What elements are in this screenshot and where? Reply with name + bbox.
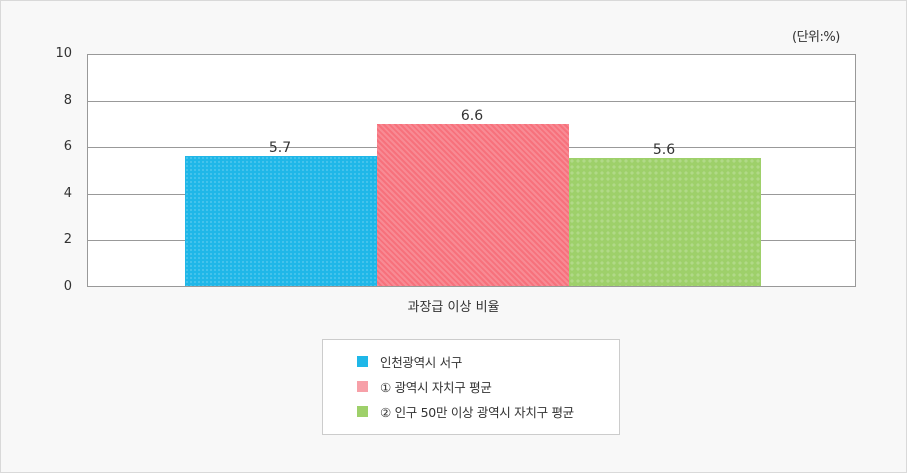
y-tick-4: 4 [63, 186, 72, 201]
value-label-incheon-seogu: 5.7 [268, 140, 292, 156]
value-label-metro-district-avg: 6.6 [460, 108, 484, 124]
legend-swatch-green [357, 405, 368, 417]
y-tick-10: 10 [55, 46, 72, 61]
x-category-label: 과장급 이상 비율 [407, 300, 500, 315]
y-tick-0: 0 [63, 279, 72, 294]
value-label-500k-metro-district-avg: 5.6 [652, 142, 676, 158]
legend-swatch-blue [357, 355, 368, 367]
gridline-8 [88, 101, 855, 102]
legend: 인천광역시 서구 ① 광역시 자치구 평균 ② 인구 50만 이상 광역시 자치… [322, 339, 620, 435]
bar-incheon-seogu [185, 156, 377, 286]
legend-swatch-pink [357, 380, 368, 392]
bar-metro-district-avg [377, 124, 569, 286]
y-tick-2: 2 [63, 232, 72, 247]
legend-item-incheon-seogu: 인천광역시 서구 [357, 352, 462, 370]
bar-500k-metro-district-avg [569, 158, 761, 286]
legend-item-500k-metro-district-avg: ② 인구 50만 이상 광역시 자치구 평균 [357, 402, 574, 420]
y-tick-8: 8 [63, 93, 72, 108]
plot-area [87, 54, 856, 287]
legend-item-metro-district-avg: ① 광역시 자치구 평균 [357, 377, 492, 395]
legend-label: 인천광역시 서구 [380, 354, 463, 370]
y-tick-6: 6 [63, 139, 72, 154]
unit-label: (단위:%) [792, 30, 840, 45]
legend-label: ② 인구 50만 이상 광역시 자치구 평균 [380, 404, 574, 420]
legend-label: ① 광역시 자치구 평균 [380, 379, 492, 395]
